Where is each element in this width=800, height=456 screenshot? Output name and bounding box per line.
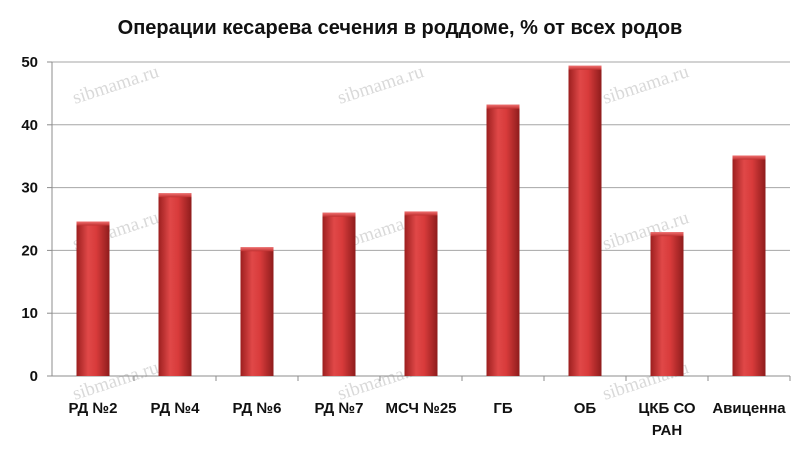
bar-top bbox=[486, 104, 520, 109]
bar-top bbox=[568, 65, 602, 70]
bar bbox=[732, 155, 766, 376]
x-axis-ticks: РД №2 РД №4 РД №6 РД №7 МСЧ №25 ГБ ОБ ЦКБ СО РАН… bbox=[69, 400, 787, 439]
bar-top bbox=[322, 212, 356, 217]
bar bbox=[76, 221, 110, 376]
bar bbox=[568, 65, 602, 376]
x-tick-label: РД №4 bbox=[151, 400, 201, 417]
x-tick-label: ОБ bbox=[574, 400, 597, 417]
x-tick-label: МСЧ №25 bbox=[385, 400, 456, 417]
bar-top bbox=[240, 247, 274, 252]
bar bbox=[240, 247, 274, 376]
bar bbox=[650, 232, 684, 376]
y-tick-label: 50 bbox=[21, 54, 38, 71]
bar-top bbox=[650, 232, 684, 237]
x-tick-label: ГБ bbox=[493, 400, 513, 417]
bar bbox=[486, 104, 520, 376]
x-tick-label: РД №2 bbox=[69, 400, 118, 417]
bar-top bbox=[158, 193, 192, 198]
bars bbox=[76, 65, 766, 376]
x-tick-label: Авиценна bbox=[712, 400, 786, 417]
y-tick-label: 20 bbox=[21, 242, 38, 259]
bar-top bbox=[76, 221, 110, 226]
y-tick-label: 40 bbox=[21, 117, 38, 134]
x-tick-label: РД №7 bbox=[315, 400, 364, 417]
watermark-text: sibmama.ru bbox=[335, 61, 427, 109]
bar bbox=[404, 211, 438, 376]
watermark-text: sibmama.ru bbox=[70, 61, 162, 109]
bar bbox=[158, 193, 192, 376]
y-axis-ticks: 0 10 20 30 40 50 bbox=[21, 54, 38, 385]
chart-title: Операции кесарева сечения в роддоме, % о… bbox=[118, 17, 683, 39]
bar-top bbox=[404, 211, 438, 216]
y-tick-label: 0 bbox=[30, 368, 38, 385]
y-tick-label: 30 bbox=[21, 180, 38, 197]
x-tick-label: ЦКБ СО РАН bbox=[638, 400, 696, 439]
bar bbox=[322, 212, 356, 376]
bar-top bbox=[732, 155, 766, 160]
y-tick-label: 10 bbox=[21, 305, 38, 322]
x-tick-label: РД №6 bbox=[233, 400, 282, 417]
watermark-text: sibmama.ru bbox=[600, 61, 692, 109]
